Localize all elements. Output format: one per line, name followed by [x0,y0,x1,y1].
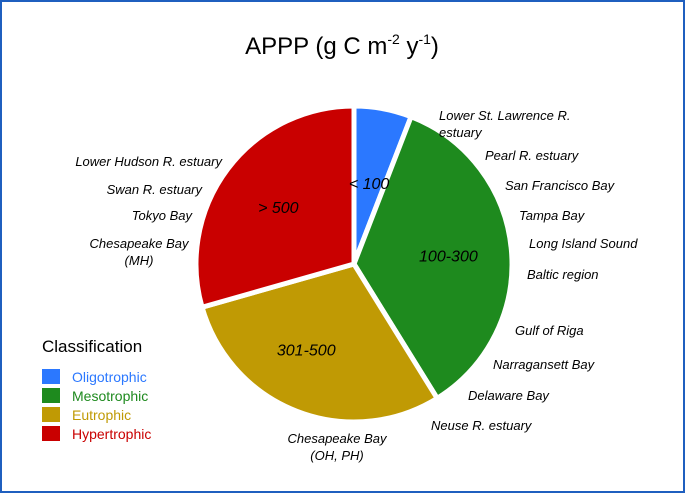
pie-slice-mesotrophic [351,114,515,401]
legend-label-eutrophic: Eutrophic [72,407,131,423]
pie-slice-labels: < 100 100-300 301-500 > 500 [258,176,478,359]
pie-slice-hypertrophic [193,103,357,310]
legend: Classification Oligotrophic Mesotrophic Eu… [42,337,151,442]
slice-label-eutrophic: 301-500 [277,343,336,360]
site-label: San Francisco Bay [505,178,616,193]
legend-swatch-eutrophic [42,407,60,422]
slice-label-hypertrophic: > 500 [258,200,299,217]
site-label: Tokyo Bay [132,208,194,223]
legend-label-oligotrophic: Oligotrophic [72,369,147,385]
site-labels: Lower St. Lawrence R. estuary Pearl R. est… [75,108,638,463]
site-label: Gulf of Riga [515,323,584,338]
legend-label-mesotrophic: Mesotrophic [72,388,148,404]
site-label: Baltic region [527,267,599,282]
legend-swatch-oligotrophic [42,369,60,384]
site-label: Lower Hudson R. estuary [75,154,223,169]
legend-label-hypertrophic: Hypertrophic [72,426,151,442]
site-label: Swan R. estuary [107,182,204,197]
legend-swatch-hypertrophic [42,426,60,441]
chart-title: APPP (g C m-2 y-1) [245,31,439,60]
site-label: Neuse R. estuary [431,418,533,433]
pie-slices [193,103,515,425]
site-label: Delaware Bay [468,388,550,403]
site-label: Pearl R. estuary [485,148,580,163]
site-label: Narragansett Bay [493,357,596,372]
slice-label-oligotrophic: < 100 [349,176,390,193]
legend-title: Classification [42,337,142,356]
pie-slice-eutrophic [199,261,440,425]
site-label: Lower St. Lawrence R. estuary [439,108,571,140]
site-label: Tampa Bay [519,208,586,223]
site-label: Chesapeake Bay (OH, PH) [287,431,388,463]
legend-swatch-mesotrophic [42,388,60,403]
site-label: Chesapeake Bay (MH) [89,236,190,268]
site-label: Long Island Sound [529,236,638,251]
slice-label-mesotrophic: 100-300 [419,248,478,265]
